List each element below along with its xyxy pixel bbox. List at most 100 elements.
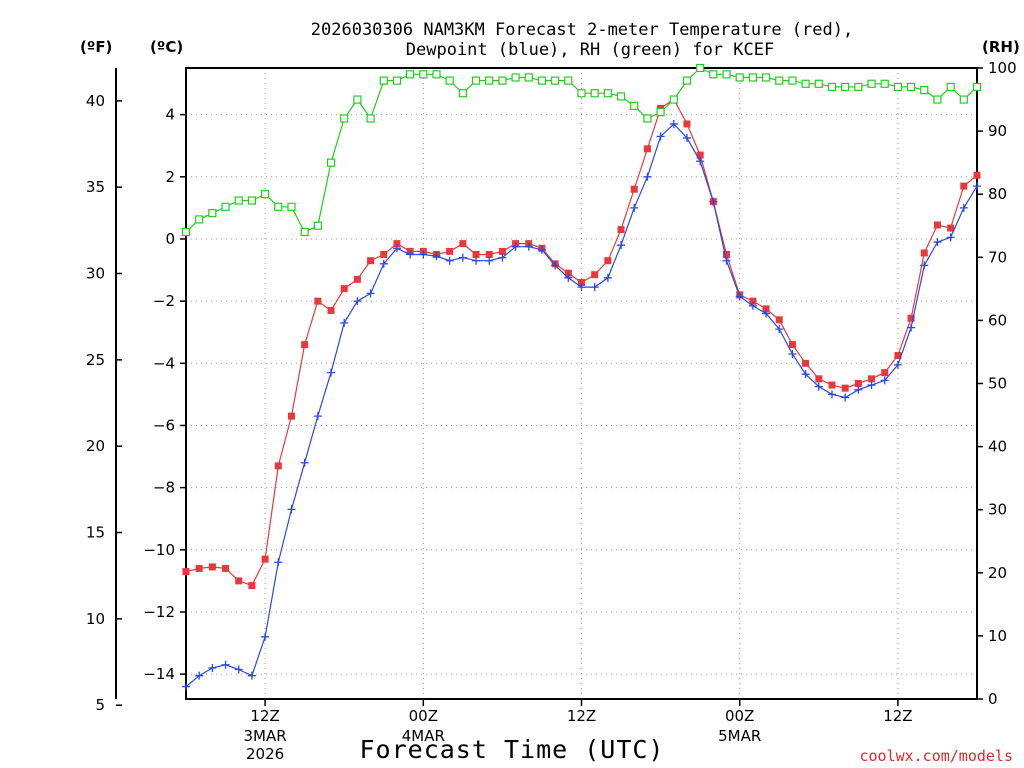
dewpoint-point <box>907 323 916 332</box>
temperature-point <box>894 352 902 360</box>
celsius-tick-label: 4 <box>165 106 175 124</box>
fahrenheit-tick-label: 35 <box>86 178 105 196</box>
rh-tick-label: 70 <box>988 248 1007 266</box>
time-tick-label: 12Z <box>250 707 279 725</box>
temperature-point <box>367 257 375 265</box>
dewpoint-point <box>762 309 771 318</box>
temperature-point <box>235 577 243 585</box>
rh-point <box>906 82 916 92</box>
rh-point <box>603 89 612 98</box>
dewpoint-point <box>880 376 889 385</box>
temperature-point <box>327 306 335 314</box>
celsius-tick-label: 2 <box>165 168 175 186</box>
celsius-tick-label: −8 <box>153 479 175 497</box>
time-tick-date: 4MAR <box>402 727 445 745</box>
dewpoint-point <box>696 157 705 166</box>
time-tick-label: 00Z <box>725 707 754 725</box>
dewpoint-point <box>735 292 744 301</box>
dewpoint-point <box>419 250 428 259</box>
rh-tick-label: 20 <box>988 564 1007 582</box>
temperature-point <box>788 341 796 349</box>
temperature-point <box>696 151 704 159</box>
rh-point <box>669 95 678 104</box>
rh-point <box>485 76 494 85</box>
celsius-unit-label: (ºC) <box>150 38 183 56</box>
rh-point <box>419 70 428 79</box>
rh-point <box>366 114 375 123</box>
dewpoint-point <box>551 261 560 270</box>
rh-point <box>181 227 191 237</box>
rh-point <box>511 73 520 82</box>
temperature-point <box>828 381 836 389</box>
temperature-point <box>446 247 454 255</box>
rh-point <box>827 82 837 92</box>
rh-point <box>392 76 402 85</box>
temperature-point <box>749 297 757 305</box>
dewpoint-point <box>959 203 968 212</box>
dewpoint-point <box>814 382 823 391</box>
rh-point <box>379 76 388 85</box>
temperature-point <box>459 240 467 248</box>
temperature-point <box>815 375 823 383</box>
temperature-point <box>208 563 216 571</box>
celsius-tick-label: −2 <box>153 292 175 310</box>
rh-point <box>735 73 744 82</box>
rh-point <box>946 82 955 92</box>
fahrenheit-tick-label: 40 <box>86 92 105 110</box>
temperature-point <box>881 369 889 377</box>
rh-point <box>274 202 283 211</box>
dewpoint-point <box>630 203 639 212</box>
rh-point <box>524 73 533 82</box>
celsius-tick-label: −10 <box>143 541 175 559</box>
dewpoint-point <box>577 283 586 292</box>
temperature-point <box>564 269 572 277</box>
rh-tick-label: 60 <box>988 311 1007 329</box>
time-tick-label: 12Z <box>883 707 912 725</box>
rh-tick-label: 40 <box>988 438 1007 456</box>
celsius-tick-label: −4 <box>153 354 175 372</box>
fahrenheit-tick-label: 30 <box>86 264 105 282</box>
dewpoint-point <box>247 671 256 680</box>
celsius-axis: 4 2 0 −2 −4 −6 −8 −10 −12 −14 <box>143 106 186 683</box>
rh-point <box>643 114 652 123</box>
rh-point <box>867 79 876 88</box>
temperature-point <box>578 278 585 286</box>
temperature-point <box>222 564 230 572</box>
dewpoint-point <box>775 325 784 334</box>
rh-point <box>814 79 823 88</box>
dewpoint-point <box>379 259 388 268</box>
rh-tick-label: 50 <box>988 375 1007 393</box>
temperature-point <box>261 555 269 563</box>
temperature-point <box>947 224 955 232</box>
rh-point <box>287 202 296 211</box>
temperature-point <box>841 384 849 392</box>
dewpoint-point <box>748 301 757 310</box>
rh-point <box>300 227 309 237</box>
rh-point <box>247 196 257 205</box>
dewpoint-point <box>617 241 626 250</box>
rh-point <box>893 82 903 92</box>
time-tick-date: 3MAR <box>244 727 287 745</box>
dewpoint-point <box>485 256 494 265</box>
time-tick-label: 00Z <box>409 707 438 725</box>
dewpoint-point <box>682 133 691 142</box>
dewpoint-point <box>722 256 731 265</box>
temperature-point <box>314 297 322 305</box>
series-rh <box>181 63 982 237</box>
dewpoint-point <box>590 283 599 292</box>
dewpoint-point <box>564 273 573 282</box>
temperature-point <box>775 316 783 324</box>
temperature-point <box>960 182 968 190</box>
dewpoint-point <box>893 360 902 369</box>
temperature-point <box>591 271 599 279</box>
rh-point <box>722 70 731 79</box>
temperature-point <box>195 564 203 572</box>
rh-point <box>445 76 454 85</box>
dewpoint-point <box>854 385 863 394</box>
temperature-point <box>485 251 493 259</box>
temperature-point <box>762 305 770 313</box>
rh-point <box>471 76 481 85</box>
